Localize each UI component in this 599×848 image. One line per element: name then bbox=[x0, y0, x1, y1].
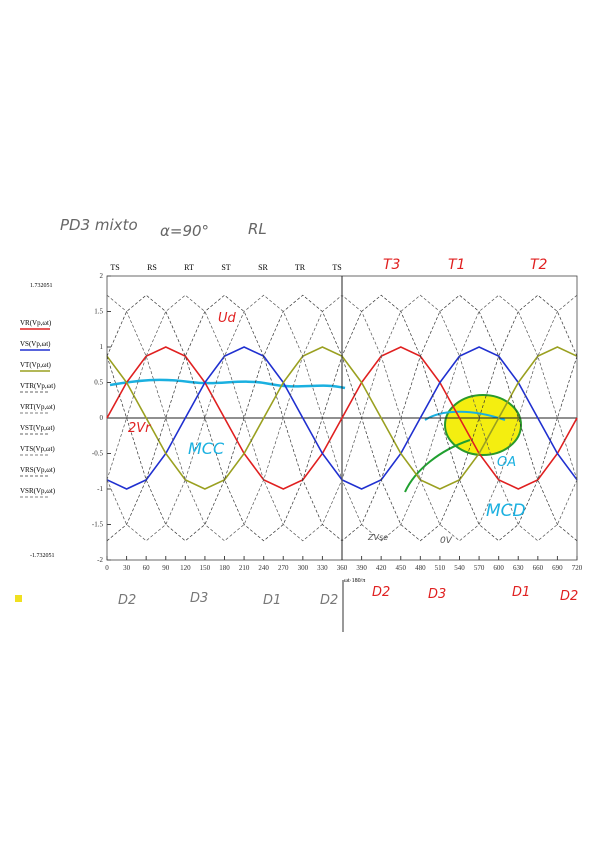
handwritten-note: RL bbox=[248, 220, 267, 238]
x-tick-label: 390 bbox=[356, 564, 367, 572]
handwritten-note: 2Vr bbox=[128, 421, 152, 436]
x-tick-label: 90 bbox=[162, 564, 170, 572]
x-tick-label: 630 bbox=[513, 564, 524, 572]
x-tick-label: 210 bbox=[239, 564, 250, 572]
phase-label: RT bbox=[184, 263, 194, 272]
y-tick-label: 0.5 bbox=[94, 379, 103, 387]
handwritten-note: MCD bbox=[486, 501, 526, 521]
x-tick-label: 540 bbox=[454, 564, 465, 572]
handwritten-note: D1 bbox=[263, 593, 281, 608]
handwritten-note: D3 bbox=[190, 591, 208, 606]
handwritten-note: D3 bbox=[428, 587, 446, 602]
handwritten-note: D2 bbox=[118, 593, 136, 608]
legend-entry: VR(Vp,ωt) bbox=[20, 319, 52, 327]
legend-entry: VRT(Vp,ωt) bbox=[20, 403, 56, 411]
x-tick-label: 60 bbox=[143, 564, 151, 572]
handwritten-note: Ud bbox=[218, 311, 237, 326]
series-line bbox=[106, 294, 578, 542]
mark bbox=[15, 595, 22, 602]
handwritten-note: D2 bbox=[372, 585, 390, 600]
y-tick-label: -0.5 bbox=[92, 450, 104, 458]
x-tick-label: 480 bbox=[415, 564, 426, 572]
y-tick-label: -1 bbox=[97, 485, 103, 493]
handwritten-note: MCC bbox=[188, 439, 225, 458]
y-tick-label: 1.5 bbox=[94, 308, 103, 316]
phase-label: TS bbox=[332, 263, 341, 272]
series-line bbox=[106, 294, 578, 542]
legend-entry: VTS(Vp,ωt) bbox=[20, 445, 55, 453]
legend-entry: VST(Vp,ωt) bbox=[20, 424, 55, 432]
handwritten-note: T3 bbox=[383, 257, 400, 273]
series-line bbox=[106, 294, 578, 542]
x-tick-label: 330 bbox=[317, 564, 328, 572]
handwritten-note: T1 bbox=[448, 257, 465, 273]
y-tick-label: -1.5 bbox=[92, 521, 104, 529]
handwritten-note: OA bbox=[497, 455, 516, 470]
hand-arrow bbox=[404, 439, 471, 493]
x-tick-label: 600 bbox=[493, 564, 504, 572]
x-tick-label: 300 bbox=[298, 564, 309, 572]
x-tick-label: 660 bbox=[533, 564, 544, 572]
series-line bbox=[106, 346, 578, 490]
x-tick-label: 570 bbox=[474, 564, 485, 572]
handwritten-note: α=90° bbox=[160, 222, 209, 240]
phase-label: TS bbox=[110, 263, 119, 272]
handwritten-note: T2 bbox=[530, 257, 548, 273]
x-tick-label: 120 bbox=[180, 564, 191, 572]
phase-label: RS bbox=[147, 263, 157, 272]
hand-arrow bbox=[424, 410, 506, 421]
y-tick-label: 1 bbox=[100, 343, 104, 351]
hand-curve bbox=[109, 378, 346, 390]
x-tick-label: 420 bbox=[376, 564, 387, 572]
legend-entry: VSR(Vp,ωt) bbox=[20, 487, 56, 495]
legend-entry: VS(Vp,ωt) bbox=[20, 340, 51, 348]
handwritten-note: PD3 mixto bbox=[60, 216, 138, 234]
y-tick-label: 2 bbox=[100, 272, 104, 280]
y-range-label: -1.732051 bbox=[30, 553, 55, 559]
x-tick-label: 690 bbox=[552, 564, 563, 572]
x-tick-label: 0 bbox=[105, 564, 109, 572]
handwritten-note: D2 bbox=[560, 589, 578, 604]
x-tick-label: 240 bbox=[258, 564, 269, 572]
x-tick-label: 450 bbox=[396, 564, 407, 572]
legend-entry: VRS(Vp,ωt) bbox=[20, 466, 56, 474]
series-line bbox=[106, 294, 578, 542]
x-axis-label: ωt·180/π bbox=[344, 578, 365, 584]
phase-label: ST bbox=[221, 263, 230, 272]
handwritten-note: D2 bbox=[320, 593, 338, 608]
handwritten-note: D1 bbox=[512, 585, 530, 600]
y-tick-label: 0 bbox=[100, 414, 104, 422]
phase-label: TR bbox=[295, 263, 306, 272]
x-tick-label: 180 bbox=[219, 564, 230, 572]
x-tick-label: 720 bbox=[572, 564, 583, 572]
x-tick-label: 30 bbox=[123, 564, 131, 572]
handwritten-note: 0V bbox=[440, 536, 453, 546]
x-tick-label: 270 bbox=[278, 564, 289, 572]
handwritten-note: ZVse bbox=[367, 533, 388, 542]
highlight bbox=[444, 394, 522, 456]
phase-label: SR bbox=[258, 263, 268, 272]
x-tick-label: 150 bbox=[200, 564, 211, 572]
x-tick-label: 360 bbox=[337, 564, 348, 572]
x-tick-label: 510 bbox=[435, 564, 446, 572]
legend-entry: VTR(Vp,ωt) bbox=[20, 382, 56, 390]
legend-entry: VT(Vp,ωt) bbox=[20, 361, 52, 369]
y-range-label: 1.732051 bbox=[30, 283, 53, 289]
y-tick-label: -2 bbox=[97, 556, 103, 564]
